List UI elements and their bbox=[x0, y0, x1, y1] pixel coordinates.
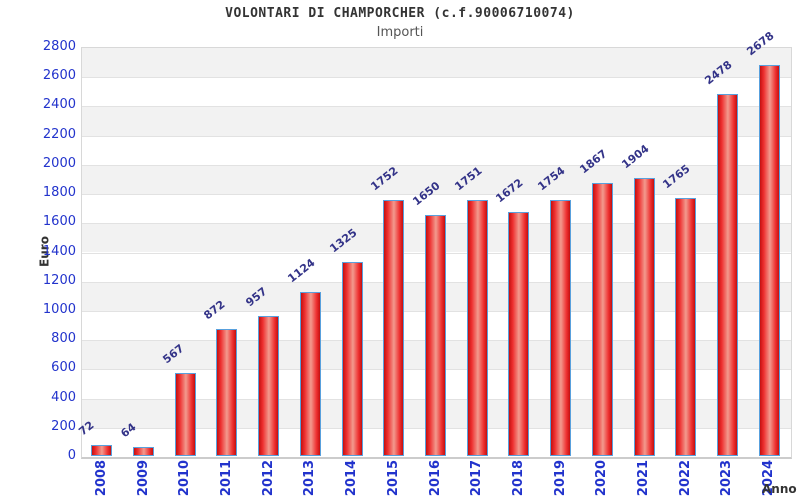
bar-2023 bbox=[716, 94, 738, 456]
x-tick-label: 2014 bbox=[344, 459, 360, 497]
x-tick-label: 2022 bbox=[677, 459, 693, 497]
bar-2011 bbox=[216, 328, 238, 456]
grid-band bbox=[82, 164, 791, 195]
y-tick-label: 2000 bbox=[42, 155, 76, 171]
grid-band bbox=[82, 77, 791, 107]
chart-subtitle: Importi bbox=[376, 25, 424, 40]
bar-2010 bbox=[174, 373, 196, 456]
bar-2013 bbox=[299, 291, 321, 456]
x-tick-label: 2012 bbox=[260, 459, 276, 497]
y-tick-label: 600 bbox=[51, 360, 76, 376]
bar-2008 bbox=[91, 445, 113, 456]
bar-2018 bbox=[508, 211, 530, 456]
bar-2009 bbox=[133, 446, 155, 456]
x-tick-label: 2019 bbox=[552, 459, 568, 497]
x-tick-label: 2013 bbox=[302, 459, 318, 497]
bar-2014 bbox=[341, 262, 363, 456]
y-tick-label: 1400 bbox=[42, 243, 76, 259]
y-tick-label: 400 bbox=[51, 389, 76, 405]
x-tick-label: 2015 bbox=[385, 459, 401, 497]
x-tick-label: 2016 bbox=[427, 459, 443, 497]
bar-2020 bbox=[591, 183, 613, 456]
grid-band bbox=[82, 106, 791, 136]
x-tick-label: 2021 bbox=[636, 459, 652, 497]
grid-band bbox=[82, 48, 791, 78]
y-tick-label: 0 bbox=[67, 448, 76, 463]
y-tick-label: 1200 bbox=[42, 272, 76, 288]
y-tick-label: 1800 bbox=[42, 185, 76, 201]
bar-2012 bbox=[258, 316, 280, 456]
x-tick-label: 2011 bbox=[218, 459, 234, 497]
x-tick-label: 2017 bbox=[469, 459, 485, 497]
x-tick-label: 2008 bbox=[93, 459, 109, 497]
bar-2021 bbox=[633, 177, 655, 456]
bar-2022 bbox=[675, 198, 697, 456]
y-tick-label: 200 bbox=[51, 418, 76, 434]
x-tick-label: 2018 bbox=[510, 459, 526, 497]
bar-2017 bbox=[466, 200, 488, 456]
y-tick-label: 2600 bbox=[42, 68, 76, 84]
x-tick-label: 2009 bbox=[135, 459, 151, 497]
bar-2016 bbox=[425, 214, 446, 456]
chart-title: VOLONTARI DI CHAMPORCHER (c.f.9000671007… bbox=[225, 6, 575, 21]
bar-2019 bbox=[550, 199, 572, 456]
grid-band bbox=[82, 135, 791, 165]
y-tick-label: 1000 bbox=[42, 301, 76, 317]
x-tick-label: 2020 bbox=[594, 459, 610, 497]
y-tick-label: 2200 bbox=[42, 126, 76, 142]
y-tick-label: 2800 bbox=[42, 39, 76, 54]
x-tick-label: 2010 bbox=[177, 459, 193, 497]
y-tick-label: 2400 bbox=[42, 97, 76, 113]
x-axis-title: Anno bbox=[762, 482, 797, 496]
bar-2024 bbox=[758, 64, 780, 456]
y-tick-label: 800 bbox=[51, 331, 76, 347]
y-tick-label: 1600 bbox=[42, 214, 76, 230]
x-tick-label: 2023 bbox=[719, 459, 735, 497]
bar-2015 bbox=[383, 200, 405, 456]
